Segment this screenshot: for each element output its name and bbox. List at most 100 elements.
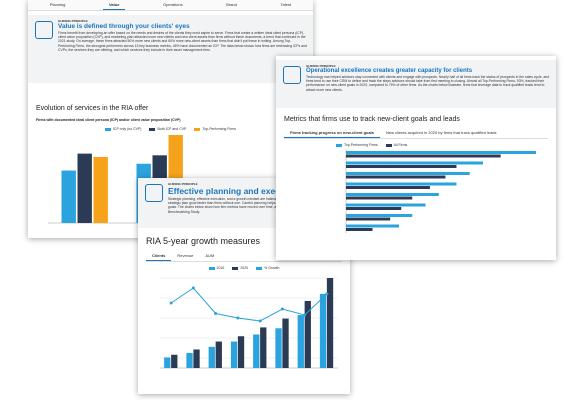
nav-tab[interactable]: Value [102,0,126,10]
bar [171,354,178,368]
legend-swatch [149,127,156,131]
chart-tab[interactable]: AUM [205,253,215,258]
growth-line [170,287,328,322]
bar [193,349,200,368]
growth-point [325,292,329,296]
chart-tab[interactable]: Firms tracking progress on new-client go… [284,128,381,138]
chart-title: RIA 5-year growth measures [146,236,261,246]
bar [275,328,282,368]
legend-label: Top-Performing Firms [202,127,237,131]
bar [237,336,245,368]
growth-point [258,319,262,323]
heading: Effective planning and execution is a le [168,186,327,196]
bar [346,151,536,154]
header: GUIDING PRINCIPLE Value is defined throu… [28,15,313,83]
legend-item: All Firms [385,143,408,147]
legend-item: 2020 [232,266,248,270]
legend-label: Top-Performing Firms [344,143,378,147]
bar [297,315,304,368]
chart-tabs: Clients Revenue AUM [146,251,342,262]
bar [346,175,446,179]
legend-swatch [208,266,215,270]
bar [319,293,327,368]
label: GUIDING PRINCIPLE [58,19,88,23]
chart-title: Metrics that firms use to track new-clie… [284,116,460,123]
header: GUIDING PRINCIPLE Operational excellence… [276,60,556,108]
legend-item: ICP only (no CVP) [104,127,142,131]
legend-swatch [104,127,111,131]
page-planning: GUIDING PRINCIPLE Effective planning and… [138,178,350,394]
bar [230,341,238,368]
bar [346,154,501,158]
legend: Top-Performing Firms All Firms [276,143,556,147]
icon [283,66,301,84]
legend-label: % Growth [264,266,280,270]
body: Firms benefit from developing an offer b… [58,31,307,52]
bar [260,327,267,368]
growth-point [303,313,307,317]
chart-title: Evolution of services in the RIA offer [36,105,149,112]
chart [160,277,338,369]
body: Strategic planning, effective execution,… [168,197,342,214]
legend-label: Both ICP and CVP [157,127,187,131]
legend-swatch [336,143,342,147]
growth-point [169,301,173,305]
nav-tab[interactable]: Operations [163,2,183,7]
bar [93,157,108,223]
growth-point [214,312,218,315]
growth-point [280,307,284,311]
nav-tab[interactable]: Talent [280,2,292,7]
chart-tabs: Firms tracking progress on new-client go… [284,128,548,139]
nav-tab[interactable]: Brand [226,2,237,7]
bar [186,353,193,368]
bar [215,341,222,368]
chart-tab[interactable]: Revenue [177,253,194,258]
bar [346,182,457,186]
chart-tab[interactable]: Clients [146,251,172,261]
legend-item: Top-Performing Firms [336,143,378,147]
bar [282,318,289,368]
bar [326,278,334,368]
nav-tab[interactable]: Planning [49,2,66,7]
legend-swatch [256,266,263,270]
bar [346,193,439,196]
legend-item: Top-Performing Firms [194,127,236,131]
page-operations: GUIDING PRINCIPLE Operational excellence… [276,56,556,260]
bar [346,196,413,200]
bar [346,186,430,189]
bar [346,165,457,168]
legend-item: Both ICP and CVP [149,127,186,131]
bar [346,207,402,210]
bar [346,217,391,221]
nav-tabs: Planning Value Operations Brand Talent [28,0,313,11]
bar [346,214,413,217]
bar [346,203,426,207]
growth-point [191,286,195,290]
label: GUIDING PRINCIPLE [168,182,198,186]
legend-label: All Firms [393,143,408,147]
legend: 2016 2020 % Growth [138,266,350,270]
legend: ICP only (no CVP) Both ICP and CVP Top-Per… [28,127,313,131]
legend-swatch [194,127,201,131]
legend-item: % Growth [256,266,279,270]
body: Technology has helped advisors stay conn… [306,75,550,92]
bar [304,300,311,368]
legend-label: 2020 [240,266,249,270]
legend-swatch [385,143,392,147]
chart [345,149,536,233]
bar [77,153,92,223]
bar [164,357,171,368]
bar [346,228,373,231]
legend-label: ICP only (no CVP) [112,127,142,131]
legend-label: 2016 [216,266,225,270]
bar [253,334,260,368]
label: GUIDING PRINCIPLE [306,64,336,68]
bar [346,161,483,165]
bar [208,346,215,368]
heading: Value is defined through your clients' e… [58,23,190,30]
legend-swatch [232,266,239,270]
bar [346,224,400,228]
chart-tab[interactable]: New clients acquired in 2020 by firms th… [386,130,497,135]
icon [145,184,163,202]
